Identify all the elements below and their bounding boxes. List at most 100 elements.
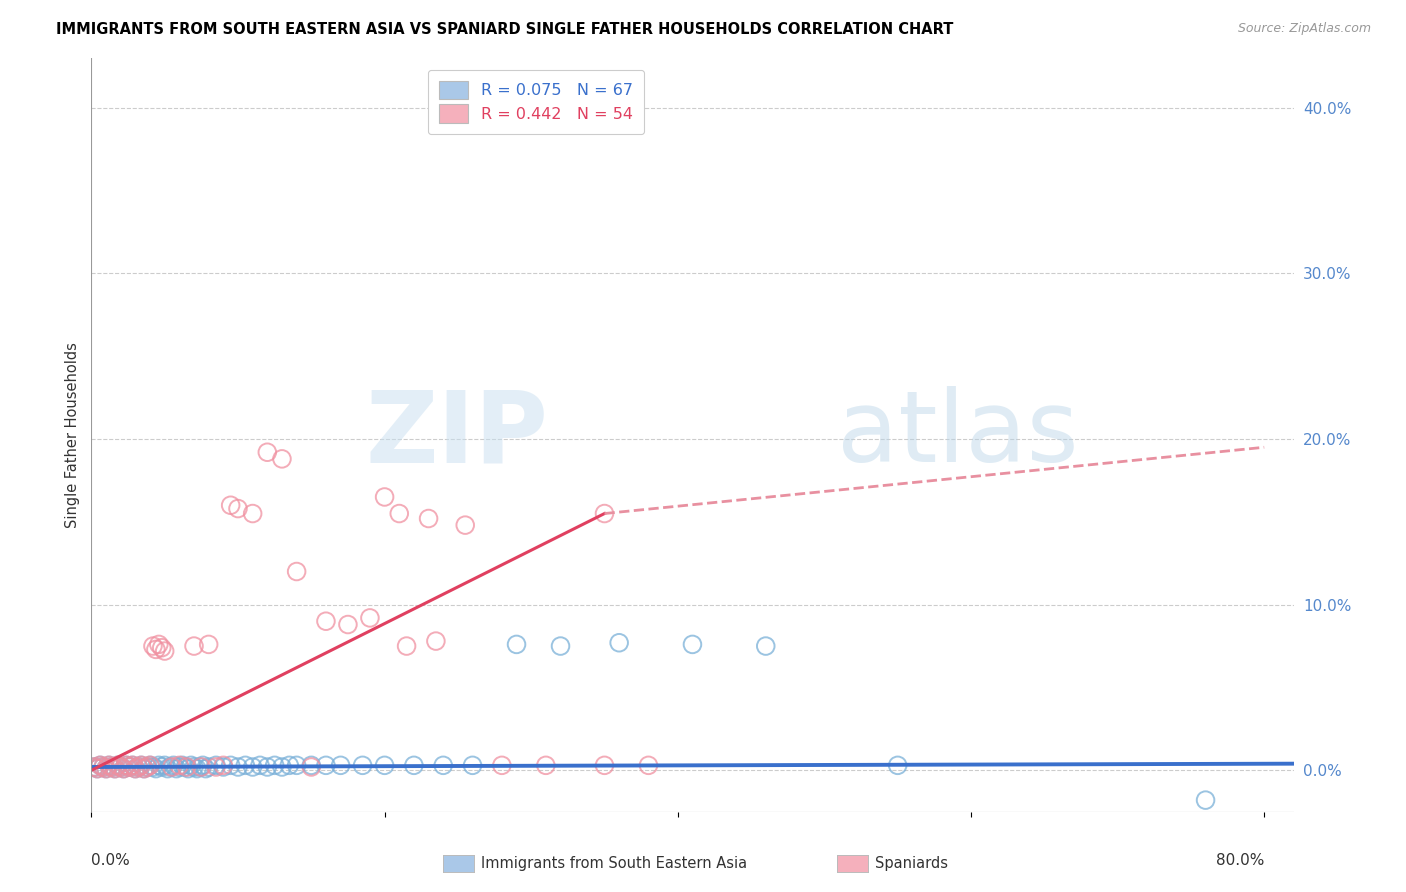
Point (124, 762, 146, 776)
Point (139, 758, 162, 772)
Point (183, 760, 205, 774)
Point (169, 760, 191, 774)
Point (534, 758, 557, 772)
Point (263, 758, 285, 772)
Point (233, 758, 256, 772)
Point (134, 762, 156, 776)
Point (160, 760, 183, 774)
Point (110, 760, 132, 774)
Point (395, 639, 418, 653)
Point (212, 760, 235, 774)
Point (194, 762, 217, 776)
Text: Immigrants from South Eastern Asia: Immigrants from South Eastern Asia (481, 856, 747, 871)
Point (129, 758, 152, 772)
Point (107, 758, 129, 772)
Text: Spaniards: Spaniards (875, 856, 948, 871)
Point (145, 642, 167, 657)
Point (115, 758, 138, 772)
Point (101, 760, 124, 774)
Point (188, 760, 211, 774)
Point (190, 760, 212, 774)
Point (315, 758, 337, 772)
Point (186, 762, 208, 776)
Point (418, 511, 440, 525)
Point (681, 637, 703, 651)
Point (89, 758, 111, 772)
Point (104, 762, 127, 776)
Point (112, 762, 135, 776)
Point (505, 637, 527, 651)
Point (107, 758, 129, 772)
Point (271, 451, 294, 466)
Point (278, 758, 301, 772)
Point (374, 490, 396, 504)
Point (886, 758, 908, 772)
Point (336, 617, 359, 632)
Point (205, 758, 228, 772)
Point (637, 758, 659, 772)
Point (98, 758, 121, 772)
Point (150, 760, 173, 774)
Point (153, 758, 176, 772)
Point (388, 507, 411, 521)
Point (139, 758, 162, 772)
Point (593, 507, 616, 521)
Point (134, 762, 156, 776)
Point (593, 758, 616, 772)
Point (118, 760, 141, 774)
Point (127, 760, 149, 774)
Point (115, 758, 138, 772)
Point (86, 762, 108, 776)
Point (172, 758, 194, 772)
Point (153, 644, 176, 658)
Point (352, 758, 374, 772)
Point (550, 639, 572, 653)
Text: ZIP: ZIP (366, 386, 548, 483)
Point (177, 762, 200, 776)
Point (491, 758, 513, 772)
Point (197, 760, 219, 774)
Point (148, 758, 170, 772)
Point (1194, 793, 1216, 807)
Point (83, 760, 105, 774)
Point (242, 507, 264, 521)
Point (83, 760, 105, 774)
Point (205, 760, 228, 774)
Point (197, 637, 219, 651)
Point (91, 760, 114, 774)
Point (94, 762, 117, 776)
Text: Source: ZipAtlas.com: Source: ZipAtlas.com (1237, 22, 1371, 36)
Point (219, 758, 242, 772)
Point (219, 498, 242, 512)
Point (165, 762, 187, 776)
Point (94, 762, 117, 776)
Point (359, 611, 381, 625)
Point (127, 760, 149, 774)
Point (299, 760, 322, 774)
Y-axis label: Single Father Households: Single Father Households (65, 342, 80, 528)
Point (89, 758, 111, 772)
Text: 0.0%: 0.0% (91, 853, 131, 868)
Text: atlas: atlas (837, 386, 1078, 483)
Point (148, 637, 170, 651)
Point (461, 758, 484, 772)
Point (104, 762, 127, 776)
Point (242, 760, 264, 774)
Point (101, 760, 124, 774)
Point (110, 760, 132, 774)
Point (129, 758, 152, 772)
Point (299, 758, 322, 772)
Point (118, 760, 141, 774)
Point (136, 760, 159, 774)
Text: IMMIGRANTS FROM SOUTH EASTERN ASIA VS SPANIARD SINGLE FATHER HOUSEHOLDS CORRELAT: IMMIGRANTS FROM SOUTH EASTERN ASIA VS SP… (56, 22, 953, 37)
Point (142, 760, 165, 774)
Point (425, 634, 447, 648)
Point (226, 760, 249, 774)
Point (285, 565, 308, 579)
Point (249, 758, 271, 772)
Point (454, 518, 477, 533)
Point (91, 760, 114, 774)
Point (176, 760, 198, 774)
Point (121, 758, 143, 772)
Point (174, 760, 197, 774)
